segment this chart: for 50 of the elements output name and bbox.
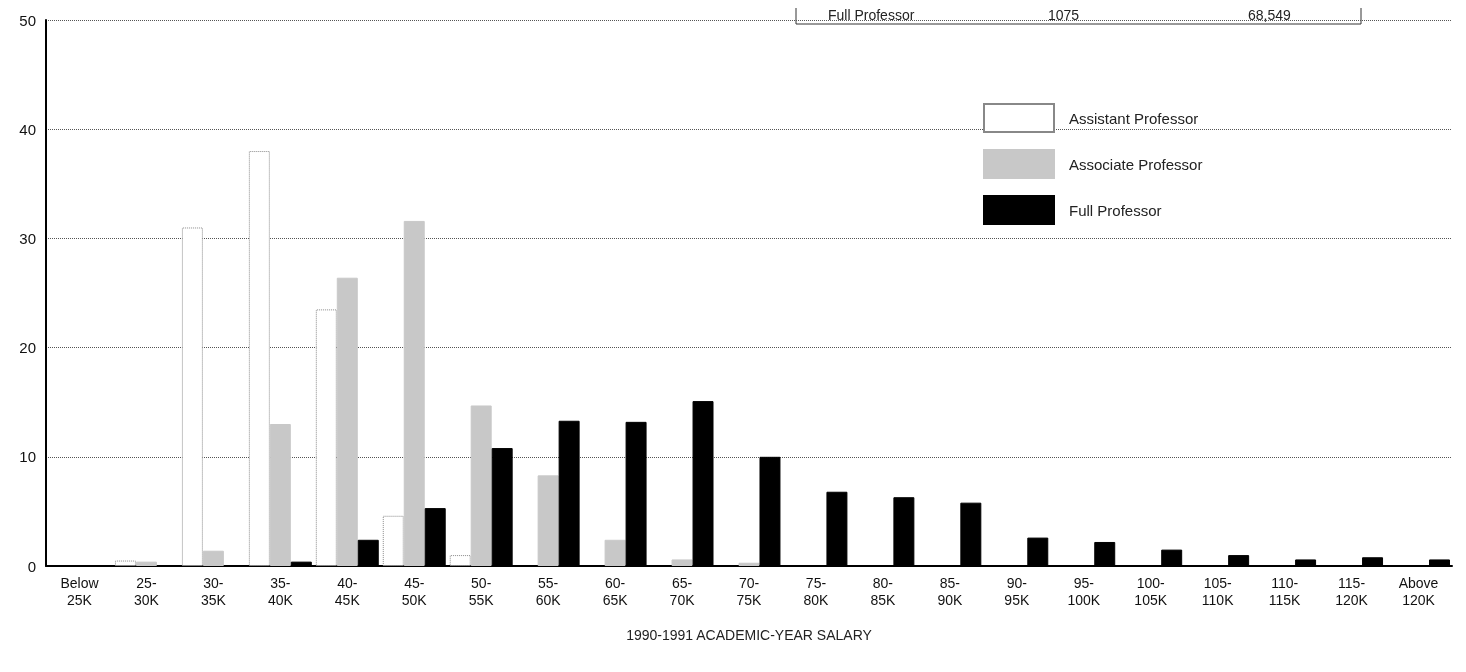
- bar: [382, 515, 404, 566]
- x-tick-label: 50- 55K: [468, 574, 495, 608]
- x-tick-label: 65- 70K: [669, 574, 696, 608]
- bar: [470, 405, 492, 566]
- y-tick-label: 30: [19, 229, 36, 247]
- y-tick-label: 0: [27, 557, 36, 575]
- bar: [604, 539, 626, 566]
- x-tick-label: 80- 85K: [870, 574, 897, 608]
- bar: [202, 550, 224, 566]
- bar: [403, 220, 425, 566]
- x-tick-label: 30- 35K: [200, 574, 227, 608]
- bar: [738, 562, 760, 566]
- x-tick-label: 25- 30K: [133, 574, 160, 608]
- bar: [135, 561, 157, 566]
- annotation: 1075: [1048, 7, 1080, 23]
- y-tick-label: 50: [19, 11, 36, 29]
- x-tick-label: 40- 45K: [334, 574, 361, 608]
- y-tick-label: 20: [19, 339, 36, 357]
- legend-label: Associate Professor: [1069, 155, 1203, 173]
- x-tick-label: 60- 65K: [602, 574, 629, 608]
- bar: [269, 424, 291, 566]
- x-tick-label: 35- 40K: [267, 574, 294, 608]
- legend-label: Assistant Professor: [1069, 109, 1199, 127]
- y-tick-label: 10: [19, 448, 36, 466]
- bar: [449, 555, 471, 566]
- x-tick-label: 100- 105K: [1134, 574, 1168, 608]
- bar: [671, 559, 693, 566]
- x-tick-label: 55- 60K: [535, 574, 562, 608]
- x-tick-label: Below 25K: [60, 574, 100, 608]
- bar: [114, 560, 136, 566]
- annotation: Full Professor: [828, 7, 915, 23]
- bar: [248, 151, 270, 566]
- bar: [336, 277, 358, 566]
- y-tick-label: 40: [19, 120, 36, 138]
- x-tick-label: 75- 80K: [803, 574, 830, 608]
- legend-label: Full Professor: [1069, 201, 1162, 219]
- x-tick-label: 70- 75K: [736, 574, 763, 608]
- bar: [537, 475, 559, 566]
- x-tick-label: 105- 110K: [1201, 574, 1235, 608]
- x-tick-label: Above 120K: [1398, 574, 1439, 608]
- x-tick-label: 90- 95K: [1004, 574, 1030, 608]
- annotation: 68,549: [1248, 7, 1292, 23]
- bar: [181, 227, 203, 566]
- x-tick-label: 110- 115K: [1268, 574, 1302, 608]
- x-tick-label: 95- 100K: [1067, 574, 1101, 608]
- x-axis-title: 1990-1991 ACADEMIC-YEAR SALARY: [626, 627, 873, 643]
- x-tick-label: 115- 120K: [1335, 574, 1369, 608]
- x-tick-label: 85- 90K: [937, 574, 963, 608]
- x-tick-label: 45- 50K: [401, 574, 428, 608]
- bar: [315, 309, 337, 566]
